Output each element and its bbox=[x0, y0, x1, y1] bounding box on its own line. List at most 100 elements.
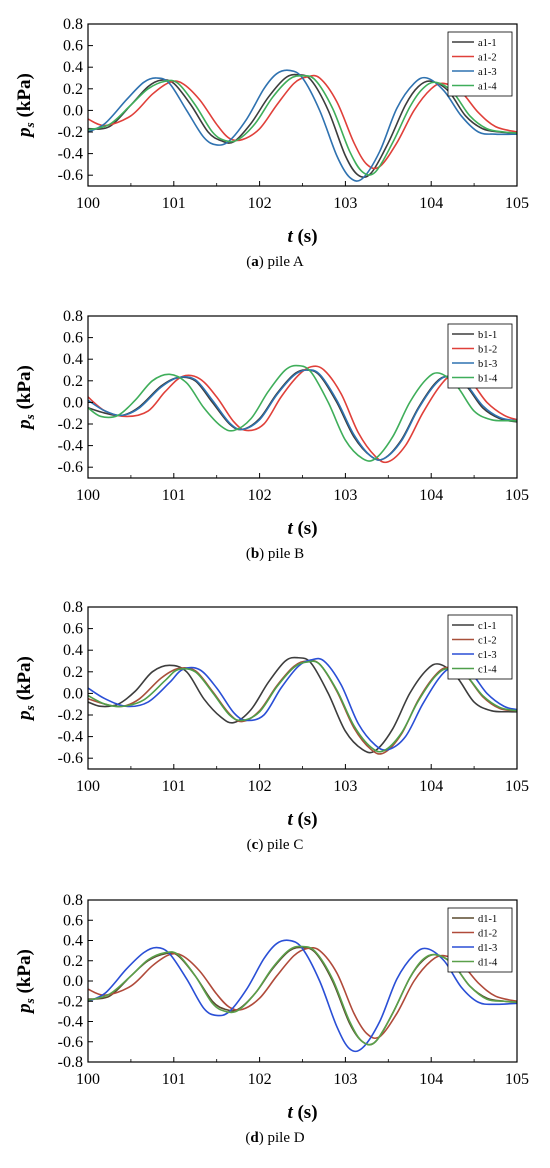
legend-entry: b1-1 bbox=[478, 330, 497, 341]
y-tick-label: 0.6 bbox=[63, 621, 83, 638]
legend-entry: c1-3 bbox=[478, 650, 497, 661]
y-tick-label: 0.4 bbox=[63, 642, 83, 659]
y-tick-label: 0.0 bbox=[63, 685, 83, 702]
x-tick-label: 101 bbox=[162, 487, 186, 504]
chart-svg: 100 101 102 103 104 105 -0.6 -0.4 -0.2 0.0 0.2 0.4 0… bbox=[14, 599, 529, 830]
x-tick-label: 104 bbox=[419, 1071, 443, 1088]
y-tick-label: 0.2 bbox=[63, 81, 83, 98]
x-tick-label: 100 bbox=[76, 195, 100, 212]
series-line-d1-4 bbox=[88, 945, 517, 1046]
caption-text: pile B bbox=[264, 546, 305, 562]
x-tick-label: 100 bbox=[76, 487, 100, 504]
y-tick-label: -0.6 bbox=[58, 750, 83, 767]
legend-entry: b1-2 bbox=[478, 345, 497, 356]
legend-entry: a1-3 bbox=[478, 67, 497, 78]
y-tick-label: 0.4 bbox=[63, 933, 83, 950]
legend-entry: d1-3 bbox=[478, 943, 497, 954]
x-tick-label: 105 bbox=[505, 195, 529, 212]
caption-letter: a bbox=[251, 254, 259, 270]
y-tick-label: -0.2 bbox=[58, 124, 83, 141]
x-tick-label: 104 bbox=[419, 778, 443, 795]
legend-entry: c1-1 bbox=[478, 621, 497, 632]
legend-entry: b1-4 bbox=[478, 374, 498, 385]
panel-caption: (c) pile C bbox=[246, 837, 304, 853]
chart-panel: 100 101 102 103 104 105 -0.6 -0.4 -0.2 0.0 0.2 0.4 0… bbox=[0, 0, 550, 292]
series-line-a1-4 bbox=[88, 74, 517, 176]
y-tick-label: 0.4 bbox=[63, 59, 83, 76]
x-tick-label: 103 bbox=[333, 1071, 357, 1088]
y-tick-label: 0.6 bbox=[63, 330, 83, 347]
x-axis-title: t (s) bbox=[287, 1102, 317, 1123]
chart-panel: 100 101 102 103 104 105 -0.8 -0.6 -0.4 -0.2 0.0 0.2… bbox=[0, 876, 550, 1168]
y-tick-label: 0.0 bbox=[63, 102, 83, 119]
caption-letter: c bbox=[251, 837, 259, 853]
legend-entry: d1-1 bbox=[478, 914, 497, 925]
y-axis-title: ps (kPa) bbox=[14, 949, 37, 1015]
y-tick-label: 0.6 bbox=[63, 912, 83, 929]
legend: d1-1 d1-2 d1-3 d1-4 bbox=[447, 907, 513, 973]
legend: c1-1 c1-2 c1-3 c1-4 bbox=[447, 614, 513, 680]
y-tick-label: 0.2 bbox=[63, 373, 83, 390]
series-line-c1-4 bbox=[88, 660, 517, 753]
y-tick-label: -0.4 bbox=[58, 146, 83, 163]
chart-svg: 100 101 102 103 104 105 -0.6 -0.4 -0.2 0.0 0.2 0.4 0… bbox=[14, 308, 529, 539]
x-tick-label: 102 bbox=[248, 487, 272, 504]
legend-entry: c1-2 bbox=[478, 636, 497, 647]
y-tick-label: -0.4 bbox=[58, 729, 83, 746]
y-tick-label: 0.6 bbox=[63, 38, 83, 55]
caption-text: pile D bbox=[263, 1130, 305, 1146]
legend-entry: c1-4 bbox=[478, 665, 497, 676]
x-tick-label: 101 bbox=[162, 1071, 186, 1088]
y-tick-label: 0.8 bbox=[63, 16, 83, 33]
caption-letter: d bbox=[250, 1130, 259, 1146]
y-tick-label: -0.4 bbox=[58, 438, 83, 455]
x-tick-label: 104 bbox=[419, 487, 443, 504]
x-axis-title: t (s) bbox=[287, 518, 317, 539]
legend: b1-1 b1-2 b1-3 b1-4 bbox=[447, 323, 513, 389]
y-tick-label: 0.8 bbox=[63, 892, 83, 909]
chart-svg: 100 101 102 103 104 105 -0.6 -0.4 -0.2 0.0 0.2 0.4 0… bbox=[14, 16, 529, 247]
y-tick-label: 0.8 bbox=[63, 599, 83, 616]
x-tick-label: 105 bbox=[505, 487, 529, 504]
legend-entry: d1-4 bbox=[478, 958, 498, 969]
chart-panel: 100 101 102 103 104 105 -0.6 -0.4 -0.2 0.0 0.2 0.4 0… bbox=[0, 583, 550, 875]
x-tick-label: 103 bbox=[333, 195, 357, 212]
y-tick-label: -0.4 bbox=[58, 1014, 83, 1031]
caption-text: pile C bbox=[263, 837, 304, 853]
caption-text: pile A bbox=[263, 254, 304, 270]
legend-entry: b1-3 bbox=[478, 359, 497, 370]
chart-svg: 100 101 102 103 104 105 -0.8 -0.6 -0.4 -0.2 0.0 0.2… bbox=[14, 892, 529, 1123]
x-tick-label: 105 bbox=[505, 1071, 529, 1088]
panel-caption: (b) pile B bbox=[245, 546, 305, 562]
x-tick-label: 102 bbox=[248, 195, 272, 212]
y-tick-label: -0.2 bbox=[58, 993, 83, 1010]
series-line-b1-3 bbox=[88, 369, 517, 461]
y-tick-label: 0.0 bbox=[63, 394, 83, 411]
caption-letter: b bbox=[250, 546, 260, 562]
y-axis-title: ps (kPa) bbox=[14, 365, 37, 431]
chart-panel: 100 101 102 103 104 105 -0.6 -0.4 -0.2 0.0 0.2 0.4 0… bbox=[0, 292, 550, 584]
y-tick-label: -0.2 bbox=[58, 416, 83, 433]
legend-entry: d1-2 bbox=[478, 929, 497, 940]
y-tick-label: -0.6 bbox=[58, 459, 83, 476]
x-axis-title: t (s) bbox=[287, 809, 317, 830]
legend: a1-1 a1-2 a1-3 a1-4 bbox=[447, 31, 513, 97]
series-line-d1-3 bbox=[88, 939, 517, 1053]
x-tick-label: 103 bbox=[333, 778, 357, 795]
x-tick-label: 104 bbox=[419, 195, 443, 212]
y-tick-label: -0.8 bbox=[58, 1054, 83, 1071]
y-tick-label: 0.2 bbox=[63, 664, 83, 681]
y-axis-title: ps (kPa) bbox=[14, 656, 37, 722]
x-tick-label: 101 bbox=[162, 778, 186, 795]
x-tick-label: 103 bbox=[333, 487, 357, 504]
x-tick-label: 105 bbox=[505, 778, 529, 795]
x-tick-label: 102 bbox=[248, 778, 272, 795]
y-axis-title: ps (kPa) bbox=[14, 73, 37, 139]
legend-entry: a1-4 bbox=[478, 82, 497, 93]
x-tick-label: 100 bbox=[76, 778, 100, 795]
x-axis-title: t (s) bbox=[287, 226, 317, 247]
y-tick-label: -0.2 bbox=[58, 707, 83, 724]
legend-entry: a1-2 bbox=[478, 53, 497, 64]
panel-caption: (a) pile A bbox=[246, 254, 304, 270]
y-tick-label: 0.2 bbox=[63, 953, 83, 970]
